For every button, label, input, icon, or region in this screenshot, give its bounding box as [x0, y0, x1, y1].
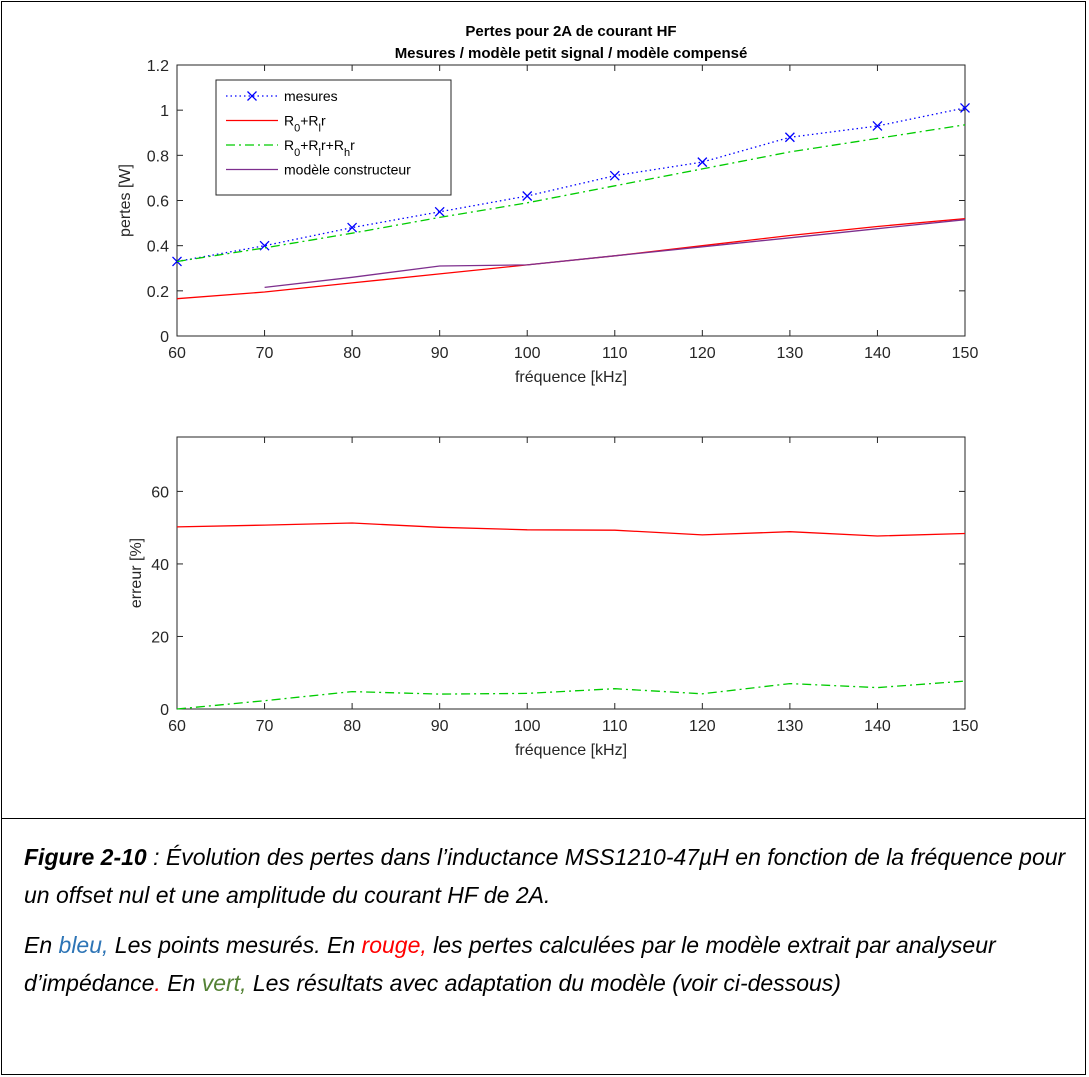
data-point-marker — [522, 191, 533, 201]
series-line-0 — [176, 522, 966, 537]
y-axis-label: erreur [%] — [128, 538, 145, 608]
x-tick-label: 80 — [343, 718, 361, 735]
caption-paragraph-2: En bleu, Les points mesurés. En rouge, l… — [24, 926, 1074, 1002]
bottom-chart: 60 70 80 90 100 110 120 130 140 150 0 20 40 60 fréquen… — [128, 436, 979, 759]
x-tick-label: 100 — [514, 345, 541, 362]
x-axis-label: fréquence [kHz] — [515, 369, 627, 386]
y-tick-label: 0.6 — [147, 194, 169, 211]
caption-divider — [1, 818, 1086, 819]
y-tick-label: 40 — [151, 557, 169, 574]
x-tick-label: 110 — [602, 345, 628, 362]
chart-title: Pertes pour 2A de courant HF — [465, 23, 676, 40]
x-tick-label: 70 — [256, 345, 274, 362]
y-tick-label: 0.2 — [147, 284, 169, 301]
data-point-marker — [960, 102, 970, 113]
x-tick-label: 60 — [168, 718, 186, 735]
x-tick-label: 130 — [777, 345, 804, 362]
y-tick-label: 0 — [160, 702, 169, 719]
y-tick-label: 1.2 — [147, 58, 169, 75]
x-tick-label: 140 — [864, 345, 891, 362]
series-line-1 — [176, 680, 966, 710]
y-tick-label: 0.8 — [147, 148, 169, 165]
series-line-mesures — [176, 107, 966, 263]
x-axis-label: fréquence [kHz] — [515, 742, 627, 759]
y-tick-label: 60 — [151, 484, 169, 501]
x-tick-label: 70 — [256, 718, 274, 735]
figure-label: Figure 2-10 — [24, 844, 147, 870]
y-tick-label: 1 — [160, 103, 169, 120]
x-tick-label: 140 — [864, 718, 891, 735]
caption-text: Les résultats avec adaptation du modèle … — [246, 970, 841, 996]
plot-area — [176, 436, 966, 710]
figure-canvas: 60 70 80 90 100 110 120 130 140 15000.20.40.60.81… — [117, 23, 979, 759]
data-point-marker — [434, 206, 445, 217]
x-tick-label: 120 — [689, 718, 716, 735]
x-tick-label: 90 — [431, 718, 449, 735]
legend-label: mesures — [284, 88, 338, 104]
y-tick-label: 0.4 — [147, 239, 169, 256]
data-point-marker — [259, 240, 270, 251]
caption-text: En — [24, 932, 59, 958]
caption-red-word: rouge, — [361, 932, 427, 958]
data-point-marker — [347, 222, 358, 233]
caption-text: les pertes calculées par le modèle extra… — [24, 932, 996, 996]
series-line-mod-le-constructeur — [264, 219, 966, 289]
x-tick-label: 120 — [689, 345, 716, 362]
caption-red-dot: . — [154, 970, 161, 996]
data-point-marker — [697, 157, 708, 168]
caption-line1-text: : Évolution des pertes dans l’inductance… — [24, 844, 1066, 908]
caption-text: Les points mesurés. En — [108, 932, 362, 958]
x-tick-label: 90 — [431, 345, 449, 362]
legend-label: modèle constructeur — [284, 162, 411, 178]
x-tick-label: 150 — [952, 345, 979, 362]
x-tick-label: 150 — [952, 718, 979, 735]
caption-paragraph-1: Figure 2-10 : Évolution des pertes dans … — [24, 838, 1074, 914]
y-axis-label: pertes [W] — [117, 164, 134, 237]
data-point-marker — [784, 132, 795, 143]
x-tick-label: 60 — [168, 345, 186, 362]
series-line-r0-rlr-rhr — [176, 124, 966, 263]
figure-caption: Figure 2-10 : Évolution des pertes dans … — [24, 838, 1074, 1002]
caption-blue-word: bleu, — [58, 932, 109, 958]
top-chart: 60 70 80 90 100 110 120 130 140 150 0 0.2 0.4 0.6 0.8 1… — [117, 23, 978, 386]
y-tick-label: 0 — [160, 329, 169, 346]
x-tick-label: 110 — [602, 718, 628, 735]
caption-text: En — [160, 970, 202, 996]
data-point-marker — [872, 121, 883, 131]
x-tick-label: 130 — [777, 718, 804, 735]
legend-marker — [247, 91, 257, 101]
data-point-marker — [609, 170, 620, 181]
caption-green-word: vert, — [201, 970, 247, 996]
chart-subtitle: Mesures / modèle petit signal / modèle c… — [395, 45, 748, 62]
x-tick-label: 80 — [343, 345, 361, 362]
x-tick-label: 100 — [514, 718, 541, 735]
y-tick-label: 20 — [151, 629, 169, 646]
